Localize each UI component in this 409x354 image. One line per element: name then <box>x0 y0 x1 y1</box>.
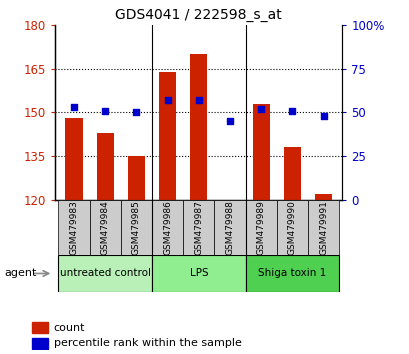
Bar <box>31 338 48 349</box>
Bar <box>65 118 83 200</box>
Text: percentile rank within the sample: percentile rank within the sample <box>54 338 241 348</box>
Bar <box>314 194 331 200</box>
Point <box>257 106 264 112</box>
Text: agent: agent <box>4 268 36 279</box>
Text: GSM479991: GSM479991 <box>318 200 327 255</box>
Bar <box>152 255 245 292</box>
Point <box>133 110 139 115</box>
Point <box>71 104 77 110</box>
Bar <box>121 200 152 255</box>
Bar <box>307 200 338 255</box>
Bar <box>31 322 48 333</box>
Text: LPS: LPS <box>189 268 208 279</box>
Point <box>226 118 233 124</box>
Bar <box>245 255 338 292</box>
Text: GSM479986: GSM479986 <box>163 200 172 255</box>
Bar <box>283 147 300 200</box>
Text: untreated control: untreated control <box>60 268 151 279</box>
Text: GSM479987: GSM479987 <box>194 200 203 255</box>
Bar <box>58 200 90 255</box>
Text: GSM479988: GSM479988 <box>225 200 234 255</box>
Text: GSM479984: GSM479984 <box>101 200 110 255</box>
Bar <box>276 200 307 255</box>
Text: GSM479983: GSM479983 <box>70 200 79 255</box>
Bar <box>183 200 214 255</box>
Bar <box>252 104 269 200</box>
Text: count: count <box>54 322 85 332</box>
Point <box>319 113 326 119</box>
Text: Shiga toxin 1: Shiga toxin 1 <box>258 268 326 279</box>
Bar <box>190 54 207 200</box>
Bar <box>90 200 121 255</box>
Text: GSM479989: GSM479989 <box>256 200 265 255</box>
Bar <box>245 200 276 255</box>
Bar <box>214 200 245 255</box>
Text: GSM479985: GSM479985 <box>132 200 141 255</box>
Point <box>195 97 202 103</box>
Point <box>164 97 171 103</box>
Bar <box>159 72 176 200</box>
Text: GSM479990: GSM479990 <box>287 200 296 255</box>
Bar <box>128 156 145 200</box>
Title: GDS4041 / 222598_s_at: GDS4041 / 222598_s_at <box>115 8 281 22</box>
Bar <box>97 133 114 200</box>
Point <box>288 108 295 114</box>
Bar <box>152 200 183 255</box>
Point <box>102 108 108 114</box>
Bar <box>58 255 152 292</box>
